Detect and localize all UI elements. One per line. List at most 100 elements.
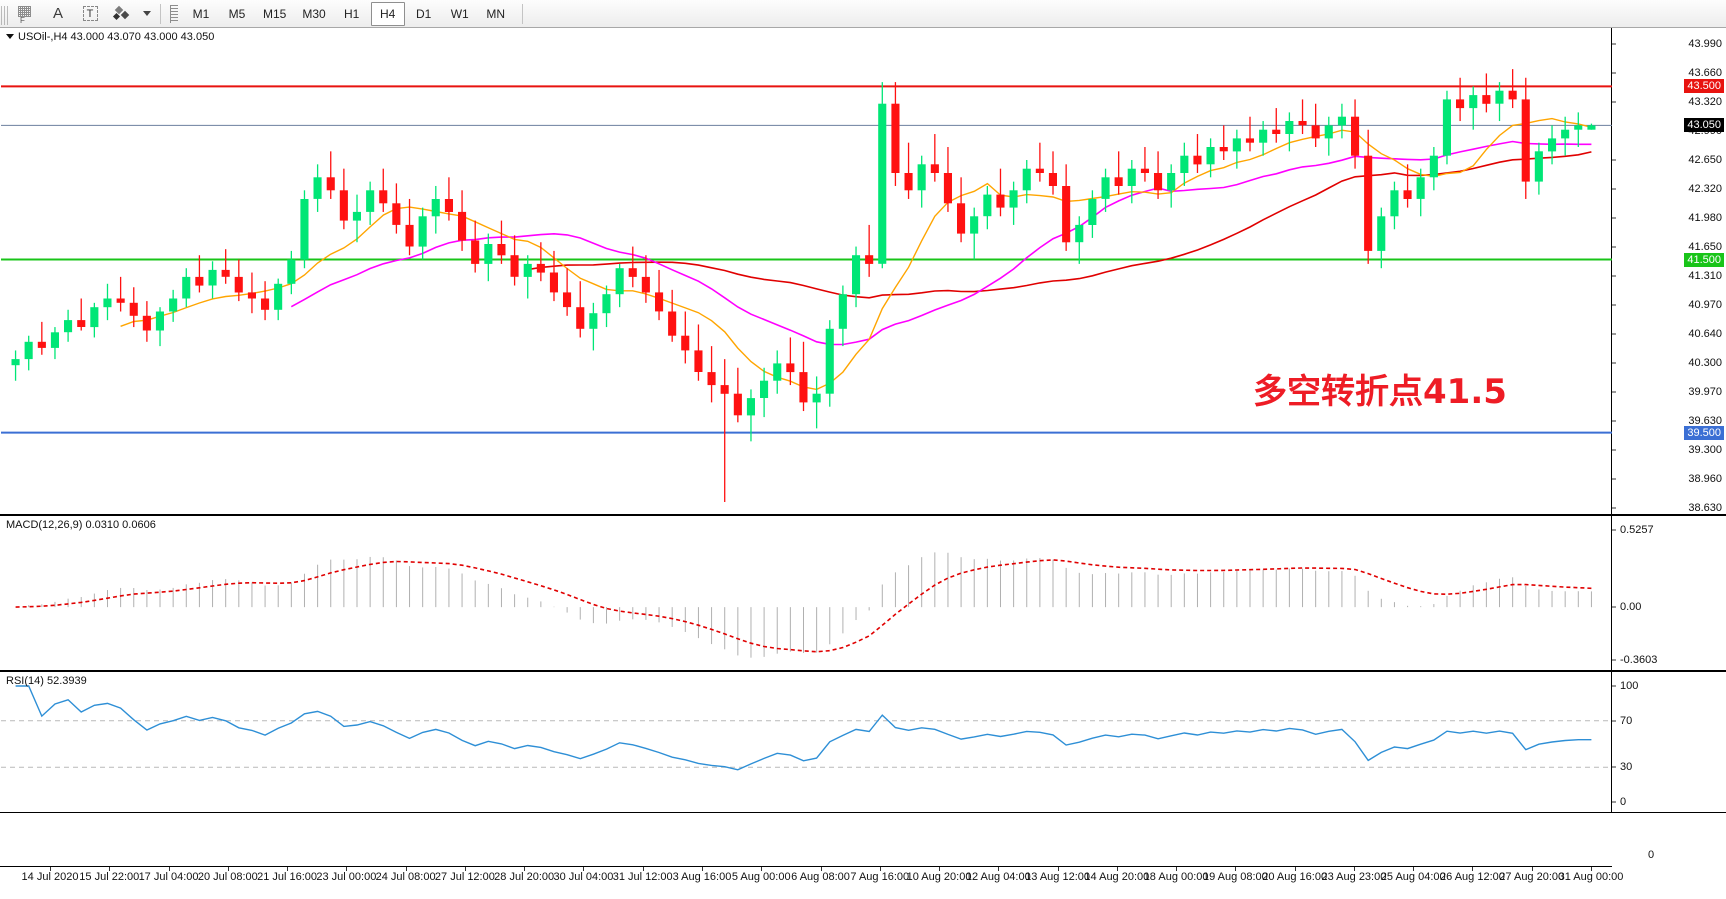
candle-body <box>1206 147 1215 165</box>
candle-body <box>116 298 125 303</box>
price-axis-tick <box>1612 391 1616 393</box>
timeframe-m1-button[interactable]: M1 <box>192 6 210 21</box>
price-axis[interactable]: 43.990 43.660 43.320 42.650 42.320 41.980 41.6… <box>1612 28 1726 514</box>
candle-body <box>1508 90 1517 100</box>
timeframe-h1-button[interactable]: H1 <box>344 6 360 21</box>
time-axis-tick <box>583 867 585 871</box>
text-box-t-icon[interactable] <box>75 2 105 26</box>
time-axis-tick <box>1472 867 1474 871</box>
toolbar-separator <box>160 3 161 24</box>
macd-plot[interactable] <box>1 516 1612 670</box>
symbol-caret-icon[interactable] <box>6 34 14 39</box>
candle-body <box>1442 99 1451 156</box>
candle-body <box>431 199 440 217</box>
rsi-plot[interactable] <box>1 672 1612 812</box>
resistance-level-badge[interactable]: 43.500 <box>1684 79 1724 94</box>
timeframe-m5-button[interactable]: M5 <box>228 6 246 21</box>
current-price-badge[interactable]: 43.050 <box>1684 118 1724 133</box>
price-axis-label: 39.630 <box>1688 415 1722 428</box>
candle-body <box>1048 173 1057 186</box>
timeframe-w1-button[interactable]: W1 <box>450 6 469 21</box>
macd-panel[interactable]: MACD(12,26,9) 0.0310 0.0606 0.5257 0.00 -0… <box>0 515 1726 671</box>
candle-body <box>274 283 283 310</box>
time-axis-tick <box>227 867 229 871</box>
candle-body <box>943 173 952 204</box>
candle-body <box>1548 138 1557 152</box>
candle-body <box>103 298 112 308</box>
lower-level-badge[interactable]: 39.500 <box>1684 425 1724 440</box>
candle-body <box>418 216 427 247</box>
support-level-badge[interactable]: 41.500 <box>1684 252 1724 267</box>
crosshair-f-icon[interactable] <box>11 2 41 26</box>
candle-body <box>1114 177 1123 186</box>
candle-body <box>195 276 204 286</box>
rsi-plot-frame <box>0 672 1612 812</box>
price-axis-label: 39.300 <box>1688 444 1722 456</box>
timeframe-mn-button[interactable]: MN <box>486 6 506 21</box>
moving-average-line <box>290 140 1592 346</box>
macd-axis-tick <box>1612 606 1616 608</box>
time-axis-tick <box>761 867 763 871</box>
time-axis-tick <box>879 867 881 871</box>
candle-body <box>878 103 887 264</box>
candle-body <box>90 307 99 328</box>
chart-area[interactable]: USOil-,H4 43.000 43.070 43.000 43.050 多空… <box>0 28 1726 899</box>
scale-icon[interactable] <box>166 2 182 26</box>
time-axis-label: 31 Aug 00:00 <box>1558 871 1624 883</box>
candle-body <box>1180 155 1189 173</box>
time-axis-tick <box>287 867 289 871</box>
price-panel-header: USOil-,H4 43.000 43.070 43.000 43.050 <box>6 31 214 43</box>
rsi-axis-label: 70 <box>1620 714 1633 727</box>
price-axis-tick <box>1612 217 1616 219</box>
candle-body <box>865 255 874 264</box>
candle-body <box>655 292 664 312</box>
price-axis-tick <box>1612 362 1616 364</box>
timeframe-m15-button[interactable]: M15 <box>263 6 287 21</box>
rsi-axis[interactable]: 100 70 30 0 <box>1612 672 1726 812</box>
candle-body <box>392 203 401 225</box>
candle-body <box>169 298 178 312</box>
time-axis-label: 12 Aug 04:00 <box>965 871 1031 883</box>
candle-body <box>615 268 624 295</box>
candle-body <box>1364 155 1373 251</box>
timeframe-h4-button[interactable]: H4 <box>370 1 405 26</box>
timeframe-d1-button[interactable]: D1 <box>416 6 432 21</box>
text-label-a-icon[interactable]: A <box>52 5 63 22</box>
candle-body <box>1259 129 1268 143</box>
candle-body <box>773 363 782 381</box>
time-axis-tick <box>1531 867 1533 871</box>
candle-body <box>77 320 86 327</box>
time-axis-tick <box>1235 867 1237 871</box>
timeframe-m30-button[interactable]: M30 <box>302 6 326 21</box>
candle-body <box>1193 155 1202 165</box>
candle-body <box>471 240 480 264</box>
time-axis-tick <box>464 867 466 871</box>
price-plot[interactable] <box>1 28 1612 514</box>
candle-body <box>1232 138 1241 152</box>
candle-body <box>641 276 650 293</box>
price-panel[interactable]: USOil-,H4 43.000 43.070 43.000 43.050 多空… <box>0 28 1726 515</box>
candle-body <box>129 302 138 316</box>
rsi-axis-label: 30 <box>1620 761 1633 774</box>
dropdown-caret-icon[interactable] <box>139 2 155 26</box>
candle-body <box>1495 90 1504 104</box>
macd-axis-label: -0.3603 <box>1620 654 1658 666</box>
candle-body <box>313 177 322 199</box>
macd-axis[interactable]: 0.5257 0.00 -0.3603 <box>1612 516 1726 670</box>
candle-body <box>694 350 703 372</box>
toolbar-drag-handle[interactable] <box>1 2 10 25</box>
candle-body <box>589 313 598 329</box>
time-axis-label: 14 Aug 20:00 <box>1084 871 1150 883</box>
candle-body <box>786 363 795 373</box>
time-axis-tick <box>1353 867 1355 871</box>
time-axis[interactable]: 14 Jul 2020 15 Jul 22:00 17 Jul 04:00 20 Ju… <box>0 849 1654 888</box>
time-axis-label: 7 Aug 16:00 <box>850 871 910 883</box>
candle-body <box>1416 177 1425 199</box>
rsi-panel[interactable]: RSI(14) 52.3939 100 70 30 0 <box>0 671 1726 813</box>
price-axis-label: 41.980 <box>1688 212 1722 224</box>
candle-body <box>957 203 966 234</box>
candle-body <box>1587 125 1596 130</box>
candle-body <box>1062 186 1071 243</box>
time-axis-edge-marker: 0 <box>1647 849 1655 861</box>
shapes-icon[interactable] <box>107 2 137 26</box>
